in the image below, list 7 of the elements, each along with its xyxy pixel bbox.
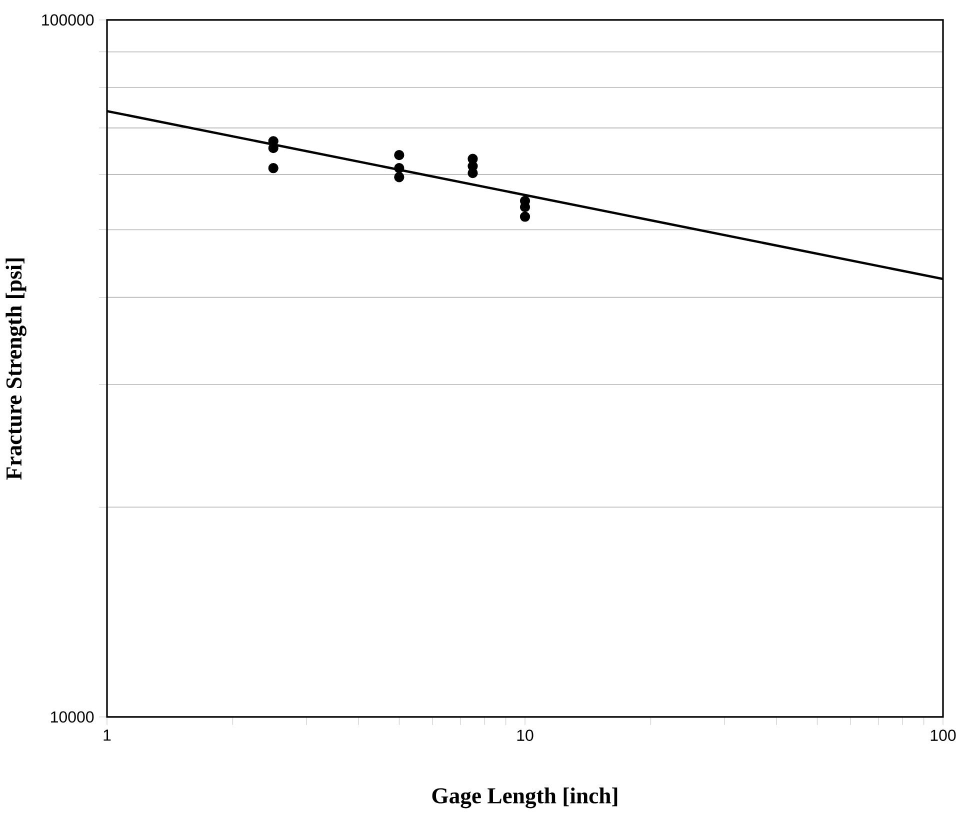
- x-tick-label: 100: [930, 730, 956, 741]
- x-axis-title: Gage Length [inch]: [432, 787, 618, 808]
- x-tick-label: 1: [104, 730, 111, 741]
- y-tick-label: 10000: [51, 711, 94, 723]
- y-axis-title: Fracture Strength [psi]: [6, 258, 26, 480]
- y-tick-label: 100000: [42, 14, 94, 26]
- x-tick-label: 10: [517, 730, 534, 741]
